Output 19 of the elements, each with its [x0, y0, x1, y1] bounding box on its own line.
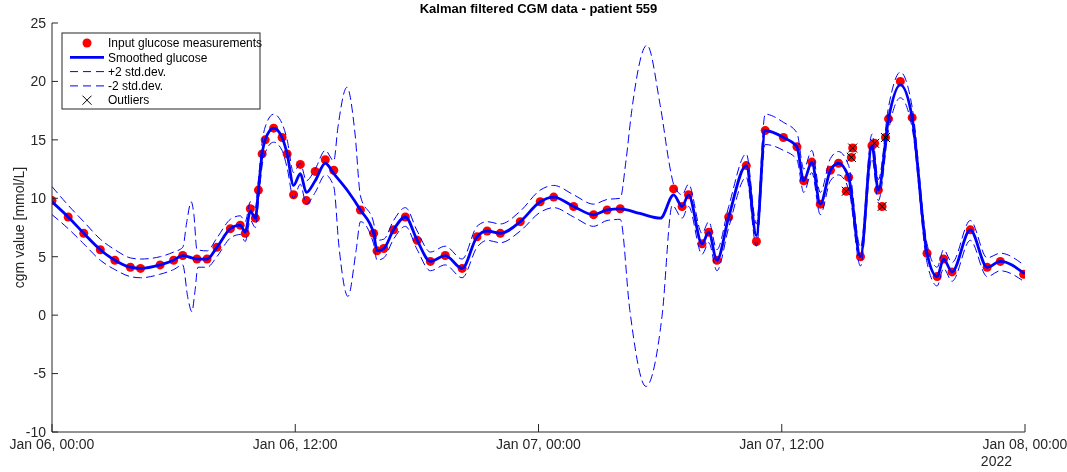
- y-tick-label: 5: [38, 248, 47, 265]
- y-tick-label: 10: [30, 190, 47, 207]
- x-tick-label: Jan 06, 12:00: [252, 436, 338, 452]
- legend-label: Outliers: [108, 93, 150, 108]
- x-tick-label: Jan 07, 12:00: [739, 436, 825, 452]
- x-tick-label: Jan 07, 00:00: [496, 436, 582, 452]
- legend-label: +2 std.dev.: [108, 64, 167, 79]
- y-tick-label: 0: [38, 307, 47, 324]
- x-tick-label: Jan 08, 00:00: [982, 436, 1067, 452]
- y-tick-label: 15: [30, 131, 47, 148]
- legend-label: -2 std.dev.: [108, 79, 164, 94]
- legend-label: Input glucose measurements: [108, 36, 263, 51]
- chart-title: Kalman filtered CGM data - patient 559: [419, 1, 658, 16]
- y-axis-title: cgm value [mmol/L]: [11, 166, 27, 289]
- y-tick-label: 20: [30, 73, 47, 90]
- text: 2022: [980, 453, 1013, 469]
- legend-label: Smoothed glucose: [108, 50, 208, 65]
- y-tick-label: -5: [33, 365, 47, 382]
- y-tick-label: 25: [30, 14, 47, 31]
